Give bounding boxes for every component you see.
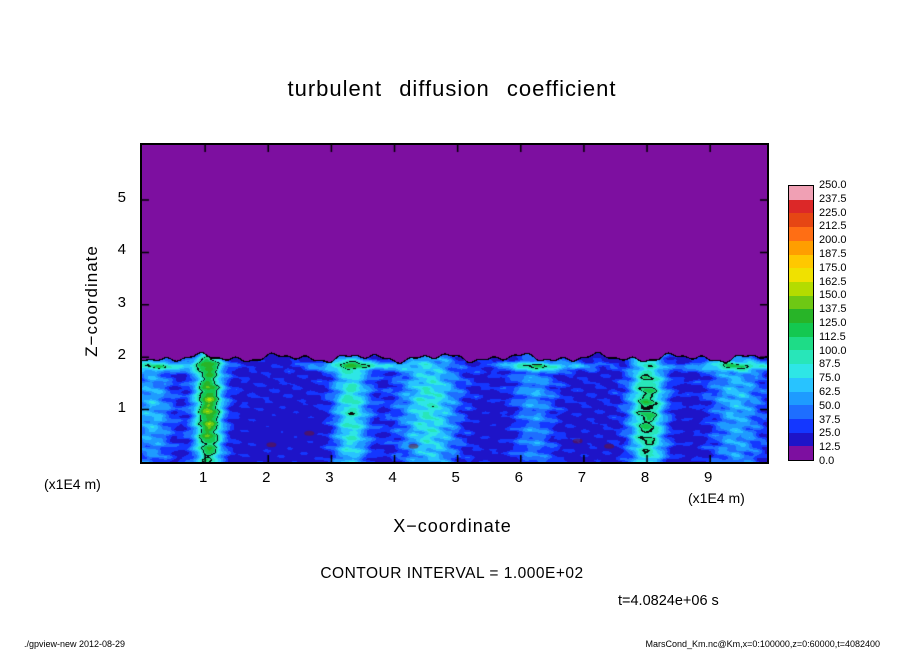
colorbar-segment — [789, 268, 813, 282]
colorbar-segment — [789, 336, 813, 351]
colorbar-segment — [789, 186, 813, 200]
colorbar-segment — [789, 405, 813, 419]
x-axis-unit-left: (x1E4 m) — [44, 476, 101, 492]
colorbar-tick-label: 162.5 — [819, 275, 847, 288]
colorbar-tick-label: 225.0 — [819, 206, 847, 219]
x-tick-label: 9 — [704, 469, 713, 486]
colorbar-segment — [789, 391, 813, 406]
x-tick-label: 4 — [388, 469, 397, 486]
plot-area — [140, 143, 769, 464]
colorbar-segment — [789, 418, 813, 433]
colorbar-tick-label: 237.5 — [819, 192, 847, 205]
colorbar-segment — [789, 350, 813, 365]
colorbar-segment — [789, 364, 813, 378]
colorbar-tick-label: 87.5 — [819, 358, 841, 371]
colorbar-segment — [789, 254, 813, 269]
colorbar-segment — [789, 281, 813, 296]
chart-title: turbulent diffusion coefficient — [287, 76, 617, 101]
colorbar-tick-label: 75.0 — [819, 372, 841, 385]
y-axis-label: Z−coordinate — [82, 245, 101, 357]
y-tick-label: 5 — [117, 189, 126, 207]
colorbar-tick-label: 37.5 — [819, 413, 841, 426]
colorbar-tick-label: 175.0 — [819, 261, 847, 274]
colorbar-tick-label: 187.5 — [819, 248, 847, 260]
y-tick-label: 3 — [117, 293, 126, 311]
colorbar — [788, 185, 814, 461]
colorbar-tick-label: 100.0 — [819, 344, 847, 357]
colorbar-segment — [789, 199, 813, 214]
colorbar-segment — [789, 227, 813, 241]
y-tick-label: 2 — [117, 346, 126, 364]
colorbar-segment — [789, 377, 813, 392]
time-annotation: t=4.0824e+06 s — [618, 593, 719, 609]
colorbar-segment — [789, 240, 813, 255]
x-tick-label: 6 — [514, 469, 523, 486]
footer-program-date: ./gpview-new 2012-08-29 — [24, 639, 126, 649]
colorbar-tick-label: 150.0 — [819, 289, 847, 302]
x-axis-unit-right: (x1E4 m) — [688, 490, 745, 506]
colorbar-segment — [789, 323, 813, 337]
colorbar-segment — [789, 295, 813, 310]
heatmap-canvas — [142, 145, 767, 462]
x-axis-label: X−coordinate — [393, 516, 512, 536]
colorbar-tick-label: 50.0 — [819, 399, 841, 412]
colorbar-tick-label: 137.5 — [819, 303, 847, 316]
x-tick-label: 7 — [577, 469, 587, 486]
colorbar-tick-label: 250.0 — [819, 179, 847, 191]
colorbar-tick-label: 212.5 — [819, 220, 847, 233]
y-tick-label: 4 — [117, 241, 126, 259]
x-tick-label: 1 — [198, 469, 208, 486]
colorbar-tick-label: 12.5 — [819, 441, 841, 454]
colorbar-tick-label: 200.0 — [819, 234, 847, 247]
x-tick-label: 2 — [262, 469, 271, 486]
colorbar-segment — [789, 446, 813, 461]
y-tick-label: 1 — [117, 398, 126, 416]
colorbar-segment — [789, 432, 813, 447]
colorbar-tick-label: 25.0 — [819, 427, 841, 440]
contour-interval-note: CONTOUR INTERVAL = 1.000E+02 — [320, 565, 584, 582]
colorbar-tick-label: 125.0 — [819, 317, 847, 329]
colorbar-tick-label: 0.0 — [819, 455, 835, 467]
colorbar-segment — [789, 309, 813, 324]
footer-dataset-info: MarsCond_Km.nc@Km,x=0:100000,z=0:60000,t… — [645, 639, 880, 649]
colorbar-tick-label: 112.5 — [819, 330, 846, 343]
colorbar-segment — [789, 213, 813, 228]
colorbar-tick-label: 62.5 — [819, 386, 841, 398]
x-tick-label: 8 — [640, 469, 650, 486]
x-tick-label: 3 — [325, 469, 334, 486]
x-tick-label: 5 — [451, 469, 460, 486]
